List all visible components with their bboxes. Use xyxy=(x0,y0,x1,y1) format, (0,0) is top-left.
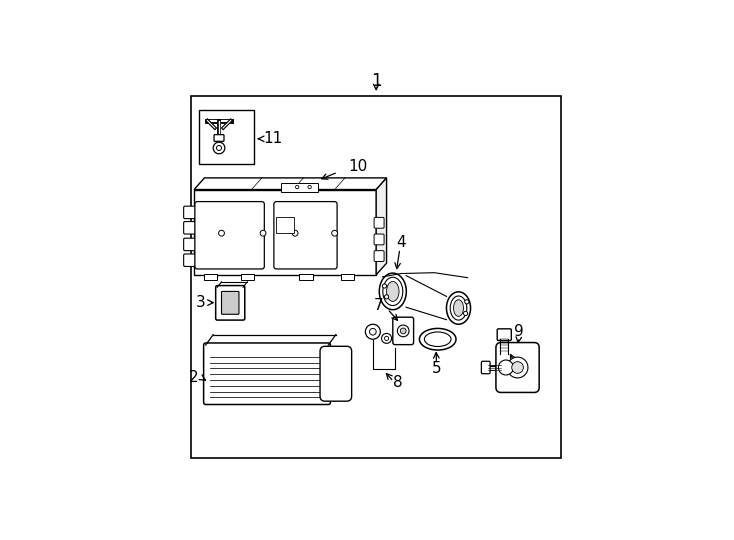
FancyBboxPatch shape xyxy=(200,110,253,164)
Circle shape xyxy=(217,145,222,151)
Circle shape xyxy=(213,142,225,154)
Text: 3: 3 xyxy=(196,295,206,310)
Text: 10: 10 xyxy=(348,159,367,174)
FancyBboxPatch shape xyxy=(374,234,384,245)
Circle shape xyxy=(219,230,225,236)
FancyBboxPatch shape xyxy=(299,274,313,280)
Ellipse shape xyxy=(419,328,456,350)
Circle shape xyxy=(292,230,298,236)
FancyBboxPatch shape xyxy=(203,274,217,280)
Circle shape xyxy=(400,328,406,334)
Circle shape xyxy=(385,336,388,341)
Text: 2: 2 xyxy=(189,370,199,385)
Text: 7: 7 xyxy=(374,299,384,313)
Circle shape xyxy=(308,185,311,188)
FancyBboxPatch shape xyxy=(184,206,195,219)
FancyBboxPatch shape xyxy=(191,96,562,458)
Polygon shape xyxy=(194,190,377,275)
Text: 11: 11 xyxy=(263,131,283,146)
Circle shape xyxy=(369,328,376,335)
Ellipse shape xyxy=(424,332,451,347)
FancyBboxPatch shape xyxy=(374,251,384,261)
Text: 9: 9 xyxy=(514,324,523,339)
Circle shape xyxy=(260,230,266,236)
Circle shape xyxy=(385,295,388,299)
FancyBboxPatch shape xyxy=(184,238,195,251)
FancyBboxPatch shape xyxy=(241,274,255,280)
Circle shape xyxy=(382,284,387,288)
FancyBboxPatch shape xyxy=(374,218,384,228)
FancyBboxPatch shape xyxy=(497,329,512,341)
FancyBboxPatch shape xyxy=(222,292,239,314)
Text: 6: 6 xyxy=(517,364,526,379)
Circle shape xyxy=(397,325,409,337)
Polygon shape xyxy=(377,178,387,275)
Circle shape xyxy=(463,312,468,315)
Circle shape xyxy=(507,357,528,378)
FancyBboxPatch shape xyxy=(280,183,318,192)
Circle shape xyxy=(332,230,338,236)
Ellipse shape xyxy=(379,273,407,310)
FancyBboxPatch shape xyxy=(482,361,490,374)
Circle shape xyxy=(512,362,523,373)
Circle shape xyxy=(382,333,391,343)
FancyBboxPatch shape xyxy=(320,346,352,401)
FancyBboxPatch shape xyxy=(496,342,539,393)
Ellipse shape xyxy=(454,300,463,316)
Circle shape xyxy=(465,300,469,304)
FancyBboxPatch shape xyxy=(195,201,264,269)
Text: 1: 1 xyxy=(371,72,382,90)
Ellipse shape xyxy=(383,277,403,306)
Ellipse shape xyxy=(450,296,467,320)
FancyBboxPatch shape xyxy=(341,274,354,280)
FancyBboxPatch shape xyxy=(275,217,294,233)
Text: 4: 4 xyxy=(396,235,406,250)
FancyBboxPatch shape xyxy=(184,221,195,234)
Ellipse shape xyxy=(446,292,470,324)
Polygon shape xyxy=(194,178,387,190)
Circle shape xyxy=(366,324,380,339)
FancyBboxPatch shape xyxy=(203,343,330,404)
FancyBboxPatch shape xyxy=(274,201,337,269)
FancyBboxPatch shape xyxy=(393,317,413,345)
Text: 5: 5 xyxy=(432,361,441,376)
FancyBboxPatch shape xyxy=(214,134,224,141)
FancyBboxPatch shape xyxy=(216,286,244,320)
Text: 8: 8 xyxy=(393,375,403,390)
Circle shape xyxy=(296,185,299,188)
Ellipse shape xyxy=(387,281,399,301)
FancyBboxPatch shape xyxy=(184,254,195,266)
Circle shape xyxy=(498,360,513,375)
